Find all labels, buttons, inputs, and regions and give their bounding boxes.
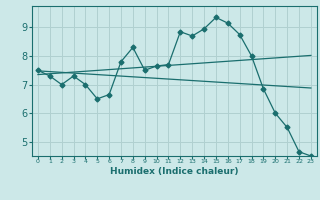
X-axis label: Humidex (Indice chaleur): Humidex (Indice chaleur) [110, 167, 239, 176]
